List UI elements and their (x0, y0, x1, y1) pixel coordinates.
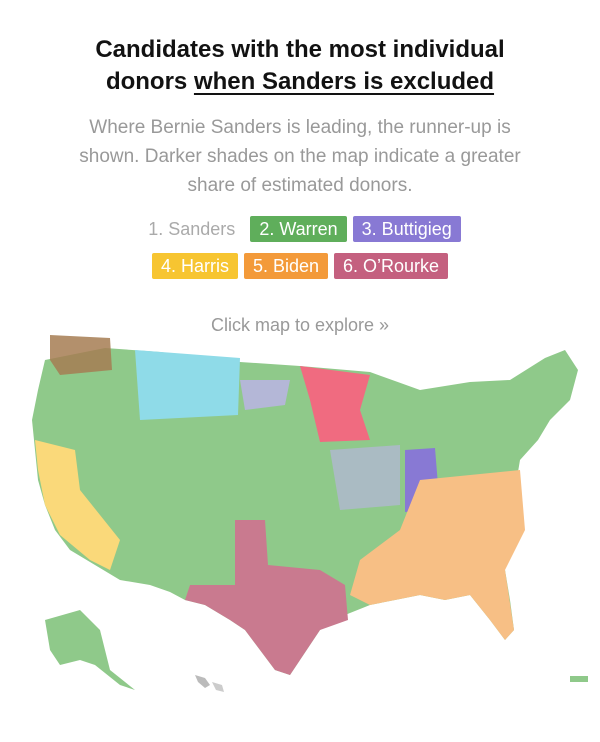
title-line-1: Candidates with the most individual (95, 36, 505, 63)
region-hawaii-2[interactable] (212, 682, 224, 692)
legend-chip-warren[interactable]: 2. Warren (250, 216, 347, 242)
legend-chip-sanders[interactable]: 1. Sanders (148, 219, 236, 239)
legend-chip-buttigieg[interactable]: 3. Buttigieg (352, 216, 461, 242)
legend-chip-harris[interactable]: 4. Harris (151, 253, 238, 279)
region-alaska[interactable] (45, 610, 135, 690)
region-washington[interactable] (50, 335, 112, 375)
region-texas[interactable] (185, 520, 348, 675)
region-southeast[interactable] (350, 470, 525, 640)
map-subtitle: Where Bernie Sanders is leading, the run… (79, 117, 521, 196)
explore-hint[interactable]: Click map to explore » (210, 315, 390, 335)
region-minnesota[interactable] (300, 366, 370, 442)
title-line-2-prefix: donors (105, 68, 194, 95)
title-line-2-underlined: when Sanders is excluded (193, 68, 495, 95)
map-title: Candidates with the most individual dono… (0, 34, 600, 98)
region-california[interactable] (35, 440, 120, 570)
us-county-map[interactable] (0, 330, 600, 742)
region-midwest-purple[interactable] (240, 380, 290, 410)
region-plains-purple[interactable] (330, 445, 400, 510)
legend-row-1: 1. Sanders 2. Warren 3. Buttigieg (0, 216, 600, 242)
legend-chip-biden[interactable]: 5. Biden (243, 253, 329, 279)
region-puerto-rico[interactable] (570, 676, 588, 682)
region-hawaii[interactable] (195, 675, 210, 688)
region-montana[interactable] (135, 350, 240, 420)
legend-row-2: 4. Harris 5. Biden 6. O’Rourke (0, 253, 600, 279)
legend-chip-orourke[interactable]: 6. O’Rourke (334, 253, 449, 279)
title-line-2: donors when Sanders is excluded (0, 66, 600, 98)
